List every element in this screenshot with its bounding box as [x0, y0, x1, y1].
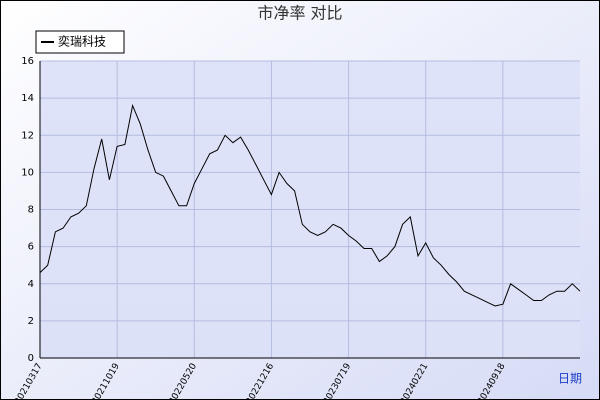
y-tick-label: 16 — [21, 56, 34, 67]
y-tick-label: 8 — [28, 205, 34, 216]
y-tick-label: 0 — [28, 353, 34, 364]
x-axis-title: 日期 — [558, 372, 582, 386]
legend-box — [35, 30, 125, 54]
chart-title: 市净率 对比 — [257, 4, 342, 23]
legend-label: 奕瑞科技 — [58, 34, 106, 49]
y-tick-label: 4 — [28, 279, 34, 290]
y-tick-label: 12 — [21, 130, 34, 141]
y-tick-label: 14 — [21, 93, 34, 104]
y-tick-label: 2 — [28, 316, 34, 327]
line-series — [39, 103, 581, 307]
y-tick-label: 6 — [28, 242, 34, 253]
y-tick-label: 10 — [21, 167, 34, 178]
